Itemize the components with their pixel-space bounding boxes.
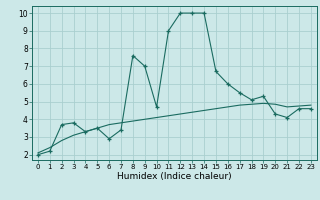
X-axis label: Humidex (Indice chaleur): Humidex (Indice chaleur) [117, 172, 232, 181]
